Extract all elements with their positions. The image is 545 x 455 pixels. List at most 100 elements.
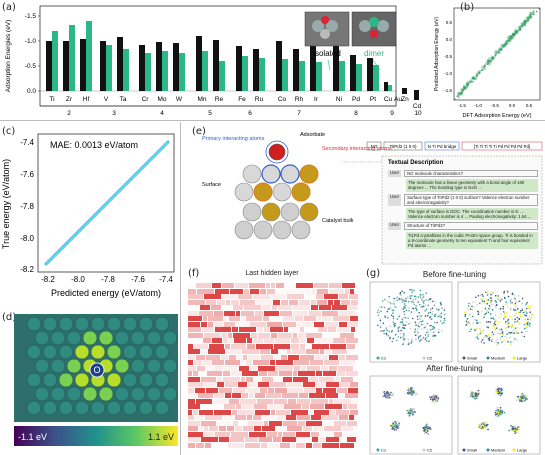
scatter-point xyxy=(466,82,469,86)
token xyxy=(248,354,260,360)
tsne-point xyxy=(479,327,481,330)
tsne-point xyxy=(486,303,488,305)
tsne-point xyxy=(503,312,506,314)
tsne-point xyxy=(434,401,436,404)
tsne-point xyxy=(384,393,386,395)
tsne-point xyxy=(394,422,396,425)
token xyxy=(264,420,268,426)
token xyxy=(334,420,346,426)
token xyxy=(298,420,305,426)
bars-group xyxy=(46,21,392,91)
scatter-point xyxy=(514,32,517,35)
scatter-point xyxy=(523,20,526,24)
token xyxy=(233,387,245,393)
tsne-point xyxy=(391,329,393,332)
tsne-point xyxy=(486,424,488,426)
tsne-point xyxy=(518,323,521,325)
tsne-point xyxy=(498,409,501,412)
token xyxy=(256,299,272,305)
surface-atom xyxy=(138,372,154,388)
scatter-point xyxy=(497,50,500,54)
token xyxy=(348,305,357,310)
scatter-point xyxy=(468,81,472,84)
tsne-point xyxy=(433,304,436,307)
tsne-point xyxy=(429,324,431,327)
scatter-point xyxy=(473,77,476,81)
token xyxy=(241,376,245,382)
tsne-point xyxy=(394,306,396,308)
tsne-point xyxy=(516,339,519,341)
token xyxy=(188,404,200,409)
token xyxy=(260,288,266,294)
token xyxy=(239,365,249,371)
tsne-point xyxy=(425,429,427,432)
tsne-point xyxy=(481,310,483,312)
tsne-point xyxy=(379,318,382,320)
tsne-point xyxy=(417,331,419,334)
token xyxy=(231,299,239,305)
tsne-point xyxy=(427,429,429,431)
scatter-point xyxy=(456,94,460,97)
scatter-point xyxy=(508,39,511,42)
tsne-point xyxy=(521,396,523,398)
tsne-point xyxy=(520,315,522,318)
tsne-point xyxy=(476,394,479,396)
tsne-point xyxy=(490,297,493,299)
tsne-point xyxy=(474,392,477,394)
token xyxy=(268,442,279,448)
token xyxy=(297,398,310,404)
tsne-point xyxy=(427,304,429,307)
question-3: Structure of TiIPd2? xyxy=(404,222,538,230)
scatter-point xyxy=(477,72,481,75)
scatter-point xyxy=(486,60,490,63)
scatter-point xyxy=(464,86,467,89)
tsne-point xyxy=(426,331,428,334)
surface-atom xyxy=(154,400,170,416)
svg-text:-8.0: -8.0 xyxy=(20,234,34,243)
scatter-point xyxy=(505,40,508,43)
token xyxy=(188,360,193,365)
tsne-point xyxy=(436,308,438,310)
tsne-point xyxy=(497,411,500,414)
panel-a: (a) -1.5 -1.0 -0.5 0.0 Adsorption Energi… xyxy=(0,0,430,120)
tsne-point xyxy=(391,425,394,428)
tsne-point xyxy=(382,322,385,324)
scatter-point xyxy=(512,32,515,36)
scatter-point xyxy=(466,82,469,85)
tsne-point xyxy=(489,299,491,301)
token xyxy=(274,354,280,360)
tsne-point xyxy=(422,323,425,325)
scatter-point xyxy=(463,87,466,91)
tsne-point xyxy=(469,392,472,395)
tsne-point xyxy=(477,389,480,392)
token xyxy=(245,442,260,448)
token xyxy=(291,343,299,349)
tsne-point xyxy=(468,302,470,305)
scatter-point xyxy=(504,42,507,45)
tsne-point xyxy=(518,300,521,302)
token xyxy=(212,338,222,343)
tsne-point xyxy=(506,326,509,329)
token xyxy=(225,343,230,349)
svg-text:Ru: Ru xyxy=(255,96,264,103)
tsne-point xyxy=(513,294,515,296)
tsne-plots-g: C1 C2 Small Medium Large C1 C2 Small Med… xyxy=(369,281,541,455)
surface-atom xyxy=(26,372,42,388)
tsne-point xyxy=(496,324,498,326)
tsne-point xyxy=(425,308,428,311)
tsne-point xyxy=(425,425,427,427)
tsne-point xyxy=(396,424,399,426)
token xyxy=(340,332,354,338)
tsne-point xyxy=(418,303,421,306)
token xyxy=(276,409,290,415)
scatter-point xyxy=(460,88,463,91)
scatter-point xyxy=(460,92,463,96)
scatter-points-b xyxy=(456,9,535,99)
surface-atom xyxy=(74,372,90,388)
surface-atom xyxy=(106,400,122,416)
tsne-point xyxy=(483,336,485,338)
tsne-point xyxy=(377,315,380,317)
token xyxy=(197,288,214,294)
scatter-point xyxy=(496,50,499,53)
bulk-label: Catalyst bulk xyxy=(322,218,354,224)
